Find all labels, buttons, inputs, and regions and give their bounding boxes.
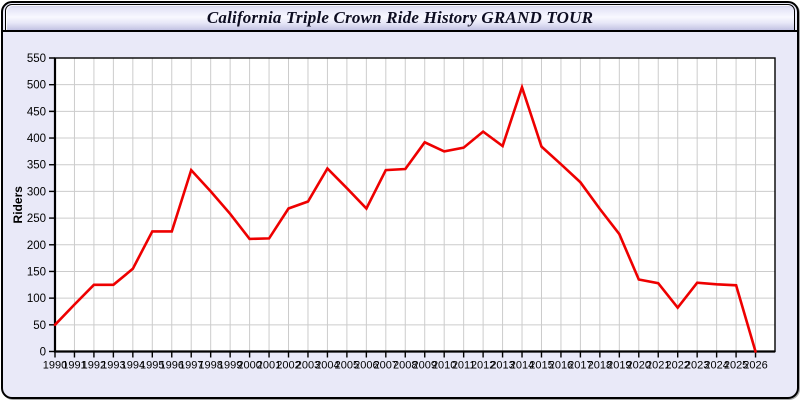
y-axis-tick-label: 500 xyxy=(27,80,46,92)
x-axis-tick-label: 2002 xyxy=(276,360,300,372)
x-axis-tick-label: 2024 xyxy=(704,360,728,372)
x-axis-tick-label: 2004 xyxy=(315,360,339,372)
y-axis-tick-label: 400 xyxy=(27,133,46,145)
plot-background xyxy=(55,58,775,352)
x-axis-tick-label: 1999 xyxy=(218,360,242,372)
x-axis-tick-label: 2006 xyxy=(354,360,378,372)
y-axis-tick-label: 150 xyxy=(27,266,46,278)
y-axis-title: Riders xyxy=(11,186,25,224)
x-axis-tick-label: 2014 xyxy=(510,360,534,372)
x-axis-tick-label: 2015 xyxy=(529,360,553,372)
x-axis-tick-label: 2016 xyxy=(549,360,573,372)
y-axis-tick-label: 300 xyxy=(27,186,46,198)
x-axis-tick-label: 2021 xyxy=(646,360,670,372)
x-axis-tick-label: 2008 xyxy=(393,360,417,372)
x-axis-tick-label: 2000 xyxy=(237,360,261,372)
x-axis-tick-label: 2026 xyxy=(743,360,767,372)
x-axis-tick-label: 2023 xyxy=(685,360,709,372)
x-axis-tick-label: 2003 xyxy=(296,360,320,372)
title-bar-wrap: California Triple Crown Ride History GRA… xyxy=(3,3,797,32)
x-axis-tick-label: 1998 xyxy=(198,360,222,372)
x-axis-tick-label: 1997 xyxy=(179,360,203,372)
x-axis-tick-label: 1990 xyxy=(43,360,67,372)
riders-line-series xyxy=(53,83,757,353)
x-axis-tick-label: 2010 xyxy=(432,360,456,372)
y-axis-tick-label: 550 xyxy=(27,53,46,65)
x-axis-tick-label: 2022 xyxy=(665,360,689,372)
x-axis-tick-label: 2020 xyxy=(627,360,651,372)
title-bar: California Triple Crown Ride History GRA… xyxy=(5,4,795,30)
x-axis-tick-label: 1996 xyxy=(160,360,184,372)
x-axis-tick-label: 2007 xyxy=(374,360,398,372)
chart-canvas: 0501001502002503003504004505005501990199… xyxy=(11,53,776,372)
x-axis-tick-label: 1993 xyxy=(101,360,125,372)
x-axis-tick-label: 1992 xyxy=(82,360,106,372)
x-axis-tick-label: 2009 xyxy=(412,360,436,372)
y-axis-tick-label: 350 xyxy=(27,160,46,172)
x-axis-tick-label: 2019 xyxy=(607,360,631,372)
y-axis-tick-label: 100 xyxy=(27,293,46,305)
x-axis-tick-label: 1991 xyxy=(62,360,86,372)
chart-title: California Triple Crown Ride History GRA… xyxy=(206,7,594,27)
y-axis-tick-label: 450 xyxy=(27,106,46,118)
y-axis-tick-label: 0 xyxy=(40,347,46,359)
x-axis-tick-label: 2025 xyxy=(724,360,748,372)
y-axis-tick-label: 200 xyxy=(27,240,46,252)
x-axis-tick-label: 2017 xyxy=(568,360,592,372)
x-axis-tick-label: 2001 xyxy=(257,360,281,372)
x-axis-tick-label: 2013 xyxy=(490,360,514,372)
y-axis-tick-label: 50 xyxy=(33,320,46,332)
x-axis-tick-label: 2018 xyxy=(588,360,612,372)
y-axis-tick-label: 250 xyxy=(27,213,46,225)
chart-body: 0 50 100 150 200 250 300 350 400 450 500 550 1990 199… xyxy=(3,32,797,393)
x-axis-tick-label: 2011 xyxy=(452,360,476,372)
x-axis-tick-label: 1995 xyxy=(140,360,164,372)
x-axis-tick-label: 1994 xyxy=(121,360,145,372)
x-axis-tick-label: 2012 xyxy=(471,360,495,372)
x-axis-tick-label: 2005 xyxy=(335,360,359,372)
